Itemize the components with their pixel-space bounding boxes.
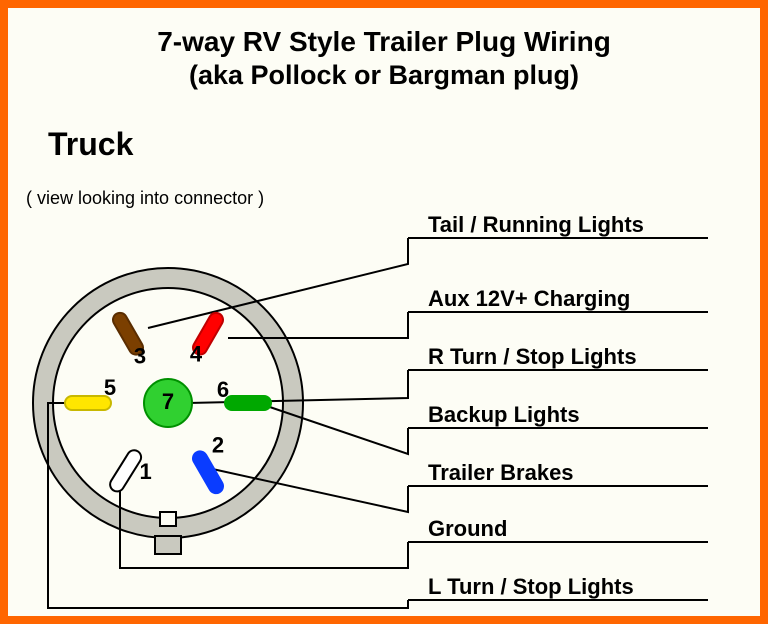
connector-diagram: 1 2 6 74 35	[8, 8, 760, 616]
svg-text:2: 2	[212, 432, 224, 457]
callout-label: Backup Lights	[428, 402, 580, 428]
svg-text:3: 3	[134, 344, 146, 369]
callout-label: Tail / Running Lights	[428, 212, 644, 238]
diagram-frame: 7-way RV Style Trailer Plug Wiring (aka …	[0, 0, 768, 624]
callout-label: L Turn / Stop Lights	[428, 574, 634, 600]
callout-label: R Turn / Stop Lights	[428, 344, 637, 370]
svg-text:5: 5	[104, 375, 116, 400]
callout-label: Ground	[428, 516, 507, 542]
callout-label: Trailer Brakes	[428, 460, 574, 486]
svg-text:6: 6	[217, 377, 229, 402]
svg-text:4: 4	[190, 342, 203, 367]
svg-text:1: 1	[139, 459, 151, 484]
svg-text:7: 7	[162, 389, 174, 414]
callout-label: Aux 12V+ Charging	[428, 286, 630, 312]
